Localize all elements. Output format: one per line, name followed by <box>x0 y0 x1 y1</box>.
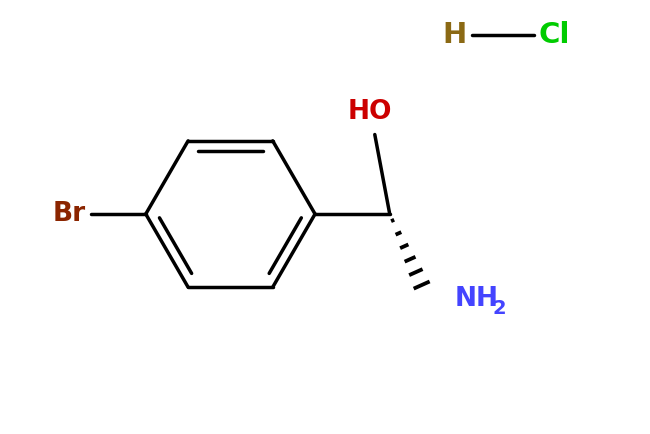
Text: HO: HO <box>348 99 392 125</box>
Text: NH: NH <box>454 286 499 312</box>
Text: H: H <box>442 21 467 49</box>
Text: 2: 2 <box>492 299 506 318</box>
Text: Cl: Cl <box>538 21 570 49</box>
Text: Br: Br <box>53 201 86 227</box>
